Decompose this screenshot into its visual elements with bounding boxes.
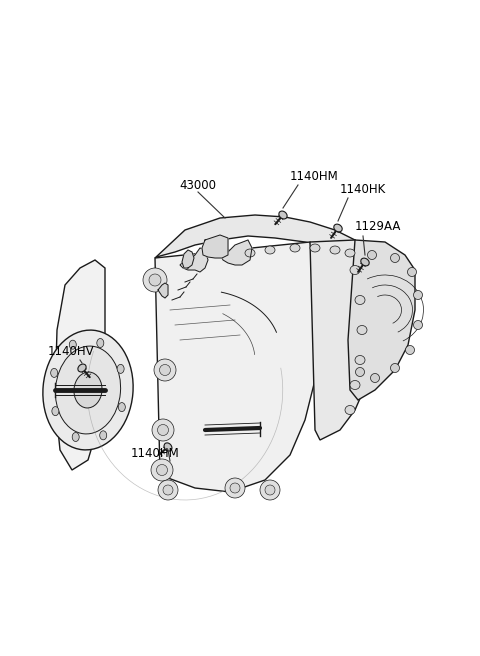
Ellipse shape	[391, 253, 399, 262]
Ellipse shape	[100, 431, 107, 440]
Polygon shape	[222, 240, 252, 265]
Ellipse shape	[143, 268, 167, 292]
Polygon shape	[348, 240, 415, 400]
Ellipse shape	[356, 367, 364, 377]
Text: 1140HV: 1140HV	[48, 345, 95, 358]
Ellipse shape	[371, 373, 380, 382]
Ellipse shape	[74, 372, 102, 408]
Ellipse shape	[310, 244, 320, 252]
Polygon shape	[180, 248, 208, 272]
Ellipse shape	[406, 346, 415, 354]
Ellipse shape	[361, 258, 369, 266]
Ellipse shape	[355, 356, 365, 365]
Ellipse shape	[330, 246, 340, 254]
Ellipse shape	[157, 424, 168, 436]
Ellipse shape	[43, 330, 133, 450]
Text: 1140HM: 1140HM	[131, 447, 180, 460]
Ellipse shape	[265, 485, 275, 495]
Ellipse shape	[350, 266, 360, 274]
Ellipse shape	[408, 268, 417, 276]
Text: 1140HM: 1140HM	[290, 170, 339, 183]
Ellipse shape	[163, 485, 173, 495]
Ellipse shape	[154, 359, 176, 381]
Text: 1140HK: 1140HK	[340, 183, 386, 196]
Ellipse shape	[413, 291, 422, 300]
Polygon shape	[182, 250, 194, 268]
Ellipse shape	[355, 295, 365, 304]
Ellipse shape	[164, 443, 172, 451]
Ellipse shape	[230, 483, 240, 493]
Ellipse shape	[52, 407, 59, 416]
Ellipse shape	[149, 274, 161, 286]
Ellipse shape	[345, 249, 355, 257]
Ellipse shape	[279, 211, 287, 219]
Ellipse shape	[72, 432, 79, 441]
Ellipse shape	[152, 419, 174, 441]
Ellipse shape	[334, 224, 342, 232]
Ellipse shape	[350, 380, 360, 390]
Ellipse shape	[260, 480, 280, 500]
Polygon shape	[155, 242, 318, 492]
Ellipse shape	[368, 251, 376, 260]
Polygon shape	[158, 283, 168, 298]
Polygon shape	[202, 235, 228, 258]
Ellipse shape	[69, 340, 76, 349]
Polygon shape	[55, 260, 105, 470]
Ellipse shape	[290, 244, 300, 252]
Ellipse shape	[78, 364, 86, 372]
Ellipse shape	[119, 403, 125, 411]
Ellipse shape	[158, 480, 178, 500]
Ellipse shape	[265, 246, 275, 254]
Ellipse shape	[151, 459, 173, 481]
Ellipse shape	[391, 363, 399, 373]
Ellipse shape	[413, 321, 422, 329]
Ellipse shape	[97, 338, 104, 348]
Polygon shape	[310, 240, 375, 440]
Ellipse shape	[55, 346, 120, 434]
Polygon shape	[155, 215, 355, 258]
Ellipse shape	[117, 364, 124, 373]
Text: 43000: 43000	[180, 179, 216, 192]
Text: 1129AA: 1129AA	[355, 220, 401, 233]
Ellipse shape	[51, 369, 58, 377]
Ellipse shape	[156, 464, 168, 476]
Ellipse shape	[345, 405, 355, 415]
Ellipse shape	[245, 249, 255, 257]
Ellipse shape	[357, 325, 367, 335]
Ellipse shape	[225, 478, 245, 498]
Ellipse shape	[159, 365, 170, 375]
